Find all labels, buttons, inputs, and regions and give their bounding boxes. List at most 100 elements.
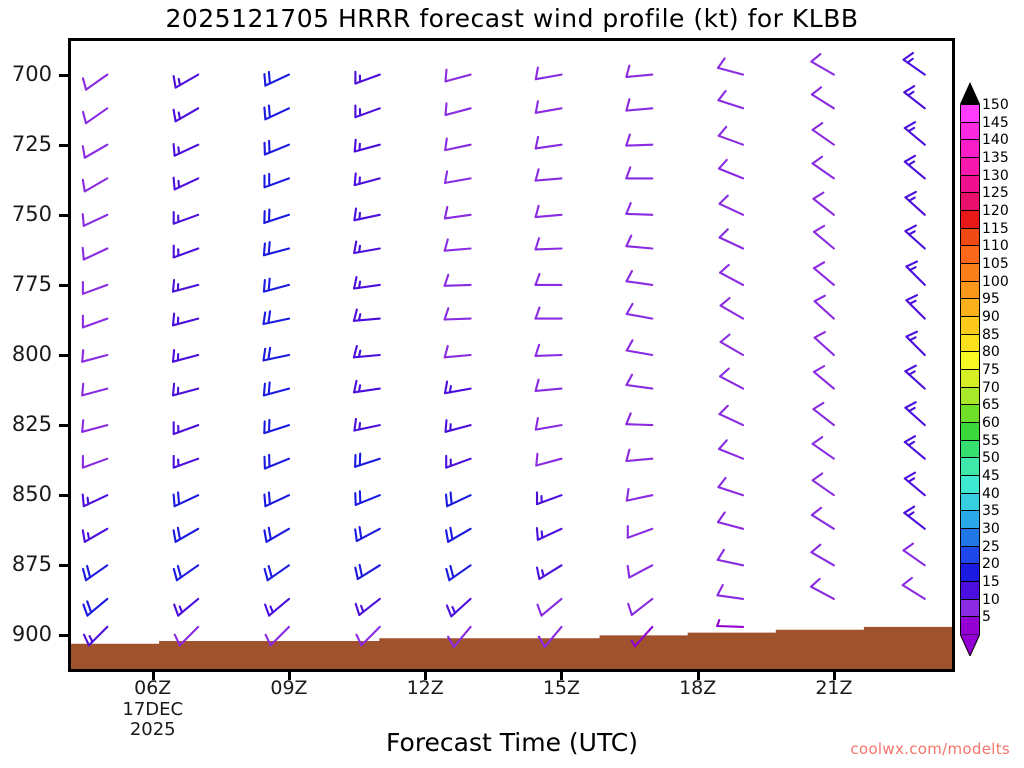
wind-barb xyxy=(534,272,563,286)
wind-barb xyxy=(354,70,381,85)
wind-barb xyxy=(262,346,291,362)
wind-barb xyxy=(902,51,926,76)
colorbar-segment xyxy=(960,139,980,158)
wind-barb xyxy=(716,57,745,76)
wind-barb xyxy=(534,343,563,357)
wind-barb xyxy=(355,625,381,647)
wind-barb xyxy=(904,401,926,427)
wind-barb xyxy=(443,380,472,395)
wind-barb xyxy=(81,454,109,469)
colorbar-segment xyxy=(960,369,980,388)
wind-barb xyxy=(354,104,381,119)
wind-barb xyxy=(81,419,109,433)
wind-barb xyxy=(263,172,291,189)
colorbar-tick-label: 20 xyxy=(982,556,1000,573)
x-axis-tick-label: 21Z xyxy=(815,677,853,699)
wind-barb xyxy=(716,583,745,600)
colorbar-tick-label: 30 xyxy=(982,521,1000,537)
wind-barb xyxy=(537,625,563,648)
wind-barb xyxy=(81,382,109,397)
colorbar-segment xyxy=(960,121,980,141)
wind-barb xyxy=(443,205,472,220)
page-title: 2025121705 HRRR forecast wind profile (k… xyxy=(165,4,859,33)
wind-barb xyxy=(354,597,381,616)
wind-barb xyxy=(263,70,291,87)
wind-barb xyxy=(444,68,472,83)
colorbar-segment xyxy=(960,475,980,494)
wind-barb xyxy=(716,511,745,530)
wind-barb xyxy=(171,349,200,363)
wind-barb xyxy=(82,597,109,617)
wind-barb xyxy=(264,625,291,647)
colorbar-tick-label: 40 xyxy=(982,485,1000,502)
colorbar-segment xyxy=(960,457,980,476)
wind-barb xyxy=(353,379,381,394)
wind-barb xyxy=(172,210,200,225)
y-axis-tick-label: 750 xyxy=(11,201,52,226)
colorbar-tick-label: 75 xyxy=(982,362,1000,378)
wind-barb xyxy=(627,597,654,616)
wind-barb xyxy=(263,526,291,543)
terrain-layer xyxy=(71,626,952,669)
wind-barb xyxy=(534,168,563,182)
x-axis-tick xyxy=(560,671,564,680)
wind-barb xyxy=(173,625,200,647)
plot-area xyxy=(68,38,955,672)
wind-barb xyxy=(903,154,926,180)
colorbar-tick-label: 135 xyxy=(982,150,1009,166)
wind-barb xyxy=(903,471,926,497)
y-axis-tick xyxy=(59,283,69,287)
y-axis-tick xyxy=(59,73,69,77)
colorbar-tick-label: 65 xyxy=(982,397,1000,414)
wind-barb xyxy=(534,66,563,81)
wind-barb xyxy=(625,166,654,180)
wind-barb xyxy=(352,344,381,359)
wind-barb xyxy=(444,102,472,117)
colorbar-segment xyxy=(960,510,980,529)
wind-barb xyxy=(354,526,381,543)
wind-barb xyxy=(264,597,291,617)
colorbar-tick-label: 5 xyxy=(982,609,991,626)
wind-barb xyxy=(812,365,835,390)
colorbar-tick-label: 55 xyxy=(982,432,1000,449)
wind-barb xyxy=(534,237,563,251)
wind-barb xyxy=(81,314,109,329)
wind-barb xyxy=(626,564,654,579)
x-axis-title: Forecast Time (UTC) xyxy=(386,728,638,757)
x-axis-tick xyxy=(151,671,155,680)
wind-barb xyxy=(812,191,835,216)
colorbar-segment xyxy=(960,280,980,300)
wind-barb xyxy=(443,307,472,321)
wind-barb xyxy=(810,53,835,76)
date-line-2: 2025 xyxy=(129,719,176,740)
wind-barb xyxy=(81,493,109,508)
wind-barb xyxy=(719,367,745,390)
wind-barb xyxy=(811,155,835,180)
colorbar-tick-label: 110 xyxy=(982,238,1009,255)
colorbar-tick-label: 45 xyxy=(982,468,1000,484)
wind-barb xyxy=(262,241,291,257)
colorbar-segment xyxy=(960,104,980,123)
colorbar-tick-label: 35 xyxy=(982,503,1000,520)
wind-barb xyxy=(172,143,200,157)
colorbar-segment xyxy=(960,545,980,565)
colorbar-segment xyxy=(960,298,980,317)
y-axis-tick xyxy=(59,213,69,217)
wind-barb xyxy=(625,448,654,463)
wind-barb xyxy=(536,597,563,617)
colorbar-tick-label: 50 xyxy=(982,450,1000,467)
colorbar-segment xyxy=(960,422,980,441)
colorbar-tick-label: 10 xyxy=(982,591,1000,608)
wind-barb xyxy=(625,269,654,286)
wind-barb xyxy=(719,333,745,357)
wind-barb xyxy=(263,491,291,508)
wind-barb xyxy=(81,349,109,363)
wind-barb xyxy=(811,436,835,460)
colorbar-tick-label: 15 xyxy=(982,574,1000,590)
wind-barb xyxy=(263,418,291,435)
colorbar-segment xyxy=(960,581,980,600)
wind-barb xyxy=(901,576,926,600)
wind-barb xyxy=(447,625,472,648)
wind-barb xyxy=(171,382,200,397)
wind-barb xyxy=(903,85,926,110)
